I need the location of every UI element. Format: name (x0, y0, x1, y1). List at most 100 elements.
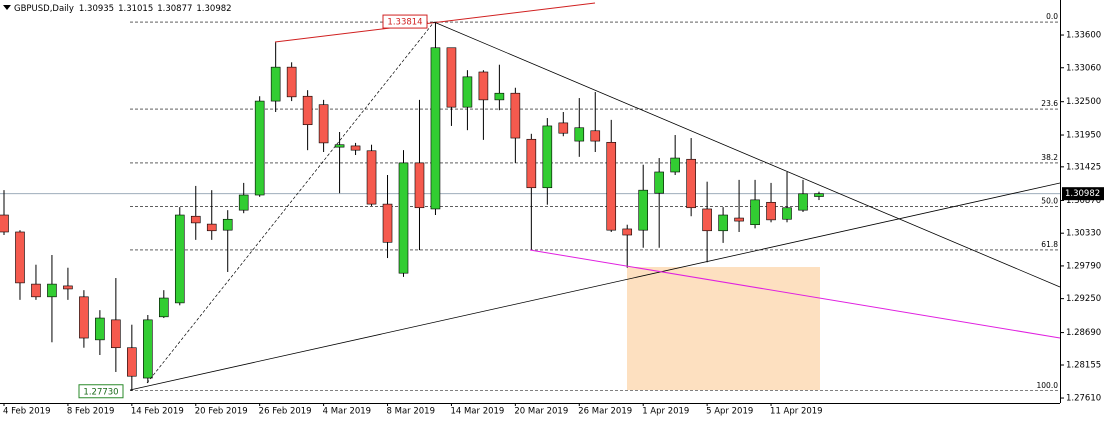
candle-body (542, 125, 553, 189)
candle-body (302, 95, 313, 126)
menu-arrow[interactable] (3, 5, 11, 10)
candle-body (143, 319, 153, 379)
y-tick-label: 1.28690 (1066, 328, 1101, 338)
candle-body (63, 285, 73, 290)
candle-body (798, 193, 808, 211)
y-tick-label: 1.29250 (1066, 294, 1101, 304)
x-tick-label: 5 Apr 2019 (706, 407, 753, 417)
candle-body (366, 150, 377, 205)
x-tick-label: 4 Mar 2019 (323, 407, 371, 417)
candle-body (750, 199, 760, 226)
candle-body (670, 157, 680, 173)
zone-rectangle (627, 267, 820, 390)
candle-body (382, 203, 393, 243)
y-tick-label: 1.29790 (1066, 261, 1101, 271)
candle-body (734, 217, 744, 222)
y-tick-label: 1.28155 (1066, 361, 1101, 371)
candle-body (590, 130, 601, 142)
y-tick-label: 1.30330 (1066, 229, 1101, 239)
price-tag-box (78, 384, 124, 399)
current-price-box (1062, 187, 1104, 201)
x-tick-label: 14 Mar 2019 (450, 407, 504, 417)
x-tick-label: 8 Mar 2019 (387, 407, 435, 417)
last-close: 1.30982 (196, 4, 231, 14)
candle-body (430, 47, 441, 210)
y-tick-label: 1.33600 (1066, 31, 1101, 41)
fibo-level-label: 61.8 (1041, 240, 1058, 249)
y-tick-label: 1.31950 (1066, 131, 1101, 141)
trend-line (529, 249, 1061, 339)
trend-line (433, 21, 1061, 288)
candle-body (270, 66, 281, 102)
candle-body (766, 201, 776, 221)
last-high: 1.31015 (118, 4, 153, 14)
candle-body (15, 231, 25, 284)
candle-body (47, 283, 57, 298)
price-tag: 1.33814 (387, 18, 422, 28)
x-tick-label: 26 Mar 2019 (578, 407, 632, 417)
y-tick-label: 1.33060 (1066, 63, 1101, 73)
y-tick-label: 1.30870 (1066, 196, 1101, 206)
candle-body (190, 215, 201, 224)
candle-body (111, 319, 121, 349)
candles-layer (0, 22, 824, 391)
candle-body (350, 145, 361, 151)
candle-body (334, 144, 345, 148)
candle-body (286, 66, 297, 98)
candle-body (31, 283, 41, 298)
candle-body (718, 214, 728, 232)
candle-body (398, 162, 409, 274)
x-tick-label: 14 Feb 2019 (131, 407, 184, 417)
grid-layer: 0.0 23.6 38.2 50.0 61.8 100.0 (0, 12, 1060, 392)
drawings-back (627, 267, 820, 390)
candle-body (654, 171, 664, 194)
candle-body (222, 218, 233, 231)
x-tick-label: 4 Feb 2019 (3, 407, 51, 417)
candle-body (79, 296, 89, 339)
last-open: 1.30935 (79, 4, 114, 14)
candle-body (686, 158, 696, 209)
y-tick-label: 1.27610 (1066, 394, 1101, 404)
fibo-level-label: 100.0 (1037, 381, 1059, 390)
candle-body (127, 347, 137, 377)
labels-layer: 1.33814 1.27730 (78, 14, 428, 399)
candle-body (558, 122, 569, 134)
candle-body (238, 194, 249, 211)
y-tick-label: 1.31425 (1066, 162, 1101, 172)
fibo-level-label: 50.0 (1041, 196, 1058, 205)
chart-header: GBPUSD,Daily 1.30935 1.31015 1.30877 1.30982 (14, 4, 232, 14)
candle-body (702, 208, 712, 232)
candle-body (254, 100, 265, 196)
candle-body (606, 141, 617, 231)
fibo-level-label: 0.0 (1046, 12, 1058, 21)
candle-body (494, 92, 505, 101)
candle-body (814, 193, 824, 197)
price-tag: 1.27730 (83, 387, 118, 397)
fibo-level-label: 38.2 (1041, 153, 1058, 162)
trend-line (129, 182, 1061, 391)
x-tick-label: 20 Mar 2019 (514, 407, 568, 417)
candle-body (414, 162, 425, 209)
drawings (129, 2, 1061, 391)
x-tick-label: 26 Feb 2019 (259, 407, 312, 417)
y-tick-label: 1.32500 (1066, 97, 1101, 107)
candle-body (159, 297, 169, 318)
fibo-level-label: 23.6 (1041, 99, 1058, 108)
candle-body (574, 127, 585, 142)
x-tick-label: 11 Apr 2019 (770, 407, 823, 417)
candle-body (318, 104, 329, 144)
fibo-base-line (146, 21, 435, 384)
x-tick-label: 20 Feb 2019 (195, 407, 248, 417)
price-tag-box (382, 14, 428, 29)
symbol: GBPUSD,Daily (14, 4, 74, 14)
candle-body (462, 76, 473, 108)
x-tick-label: 1 Apr 2019 (642, 407, 689, 417)
x-tick-label: 8 Feb 2019 (67, 407, 115, 417)
candle-body (638, 189, 649, 231)
candle-body (206, 223, 217, 232)
current-price-label: 1.30982 (1065, 189, 1100, 199)
candle-body (478, 71, 489, 101)
candle-body (782, 207, 792, 220)
candle-body (510, 92, 521, 139)
